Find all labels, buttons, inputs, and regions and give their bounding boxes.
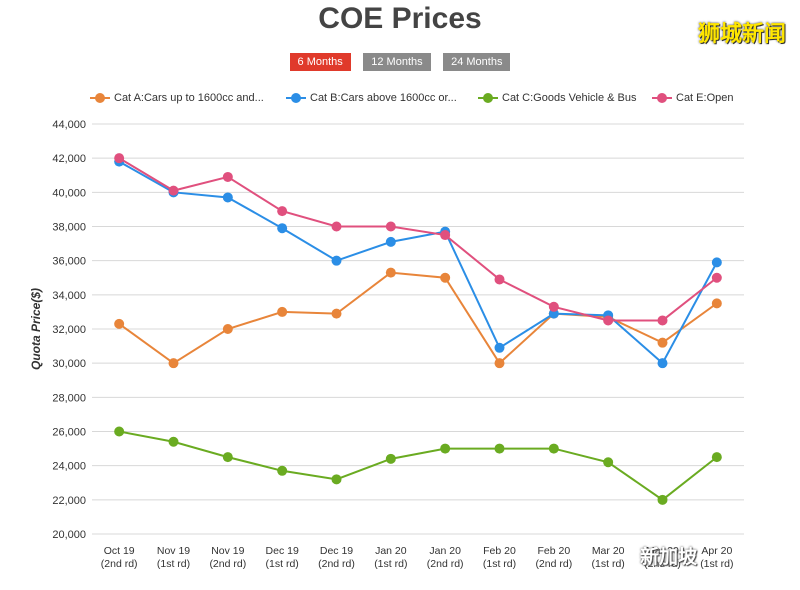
- x-tick-label: Dec 19 (2nd rd): [318, 545, 355, 570]
- legend-label: Cat E:Open: [676, 92, 734, 105]
- data-point: [657, 315, 668, 326]
- series-line-2: [118, 430, 718, 502]
- data-point: [277, 465, 288, 476]
- data-point: [222, 324, 233, 334]
- data-point: [222, 192, 233, 203]
- x-tick-label: Oct 19 (2nd rd): [101, 545, 138, 570]
- watermark-logo: 狮城新闻: [697, 21, 786, 46]
- data-point: [385, 236, 396, 247]
- x-tick-label: Dec 19 (1st rd): [266, 545, 299, 570]
- data-point: [331, 255, 342, 266]
- y-tick-label: 44,000: [52, 119, 86, 131]
- series-line-0: [118, 271, 718, 365]
- data-point: [168, 185, 179, 196]
- legend-item-cat-b[interactable]: Cat B:Cars above 1600cc or...: [286, 92, 457, 104]
- legend-label: Cat A:Cars up to 1600cc and...: [114, 92, 264, 105]
- y-tick-label: 38,000: [52, 222, 86, 234]
- y-tick-label: 42,000: [52, 153, 86, 165]
- y-axis-title: Quota Price($): [29, 288, 43, 370]
- data-point: [548, 308, 559, 319]
- legend-label: Cat C:Goods Vehicle & Bus: [502, 92, 637, 105]
- data-point: [711, 298, 722, 309]
- data-point: [114, 153, 125, 164]
- x-tick-label: Jan 20 (2nd rd): [427, 545, 464, 570]
- y-tick-label: 26,000: [52, 427, 86, 439]
- legend-swatch-icon: [652, 93, 672, 104]
- data-point: [331, 221, 342, 232]
- legend-swatch-icon: [286, 93, 306, 104]
- data-point: [494, 342, 505, 353]
- data-point: [331, 474, 342, 485]
- x-tick-label: Nov 19 (2nd rd): [209, 545, 246, 570]
- y-tick-label: 22,000: [52, 495, 86, 507]
- legend-swatch-icon: [478, 93, 498, 104]
- data-point: [331, 308, 342, 319]
- data-point: [440, 443, 451, 454]
- data-point: [168, 436, 179, 447]
- data-point: [114, 426, 125, 437]
- watermark-caption: 新加坡: [640, 547, 698, 568]
- data-point: [657, 358, 668, 369]
- chart-legend: Cat A:Cars up to 1600cc and... Cat B:Car…: [90, 92, 780, 108]
- data-point: [168, 358, 179, 369]
- data-point: [657, 337, 668, 348]
- y-tick-label: 32,000: [52, 324, 86, 336]
- data-point: [114, 318, 125, 329]
- tab-12-months[interactable]: 12 Months: [363, 53, 431, 71]
- tab-24-months[interactable]: 24 Months: [443, 53, 511, 71]
- x-tick-label: Mar 20 (2nd rd): [644, 545, 681, 570]
- data-point: [277, 306, 288, 317]
- x-tick-label: Apr 20 (1st rd): [700, 545, 733, 570]
- y-tick-label: 20,000: [52, 529, 86, 541]
- x-tick-label: Feb 20 (1st rd): [483, 545, 516, 570]
- data-point: [385, 453, 396, 464]
- y-tick-label: 36,000: [52, 256, 86, 268]
- range-tabs: 6 Months 12 Months 24 Months: [0, 52, 800, 71]
- data-point: [440, 230, 451, 241]
- data-point: [711, 452, 722, 463]
- data-point: [548, 443, 559, 454]
- data-point: [277, 206, 288, 217]
- chart-title: COE Prices: [318, 2, 482, 35]
- data-point: [440, 272, 451, 283]
- x-tick-label: Feb 20 (2nd rd): [535, 545, 572, 570]
- series-line-1: [118, 160, 718, 365]
- y-tick-label: 40,000: [52, 187, 86, 199]
- x-tick-label: Nov 19 (1st rd): [157, 545, 190, 570]
- data-point: [603, 457, 614, 468]
- y-tick-label: 34,000: [52, 290, 86, 302]
- data-point: [385, 267, 396, 278]
- data-point: [494, 358, 505, 369]
- y-tick-label: 24,000: [52, 461, 86, 473]
- x-tick-label: Jan 20 (1st rd): [374, 545, 407, 570]
- data-point: [548, 301, 559, 312]
- legend-item-cat-e[interactable]: Cat E:Open: [652, 92, 733, 104]
- x-tick-label: Mar 20 (1st rd): [592, 545, 625, 570]
- data-point: [657, 494, 668, 505]
- legend-label: Cat B:Cars above 1600cc or...: [310, 92, 457, 105]
- data-point: [711, 257, 722, 268]
- data-point: [494, 443, 505, 454]
- data-point: [603, 315, 614, 326]
- data-point: [385, 221, 396, 232]
- data-point: [222, 452, 233, 463]
- series-line-3: [118, 157, 718, 322]
- data-point: [711, 272, 722, 283]
- data-point: [277, 223, 288, 234]
- data-point: [494, 274, 505, 285]
- tab-6-months[interactable]: 6 Months: [289, 53, 351, 71]
- data-point: [222, 171, 233, 182]
- y-tick-label: 28,000: [52, 392, 86, 404]
- legend-item-cat-a[interactable]: Cat A:Cars up to 1600cc and...: [90, 92, 264, 104]
- y-tick-label: 30,000: [52, 358, 86, 370]
- legend-item-cat-c[interactable]: Cat C:Goods Vehicle & Bus: [478, 92, 637, 104]
- legend-swatch-icon: [90, 93, 110, 104]
